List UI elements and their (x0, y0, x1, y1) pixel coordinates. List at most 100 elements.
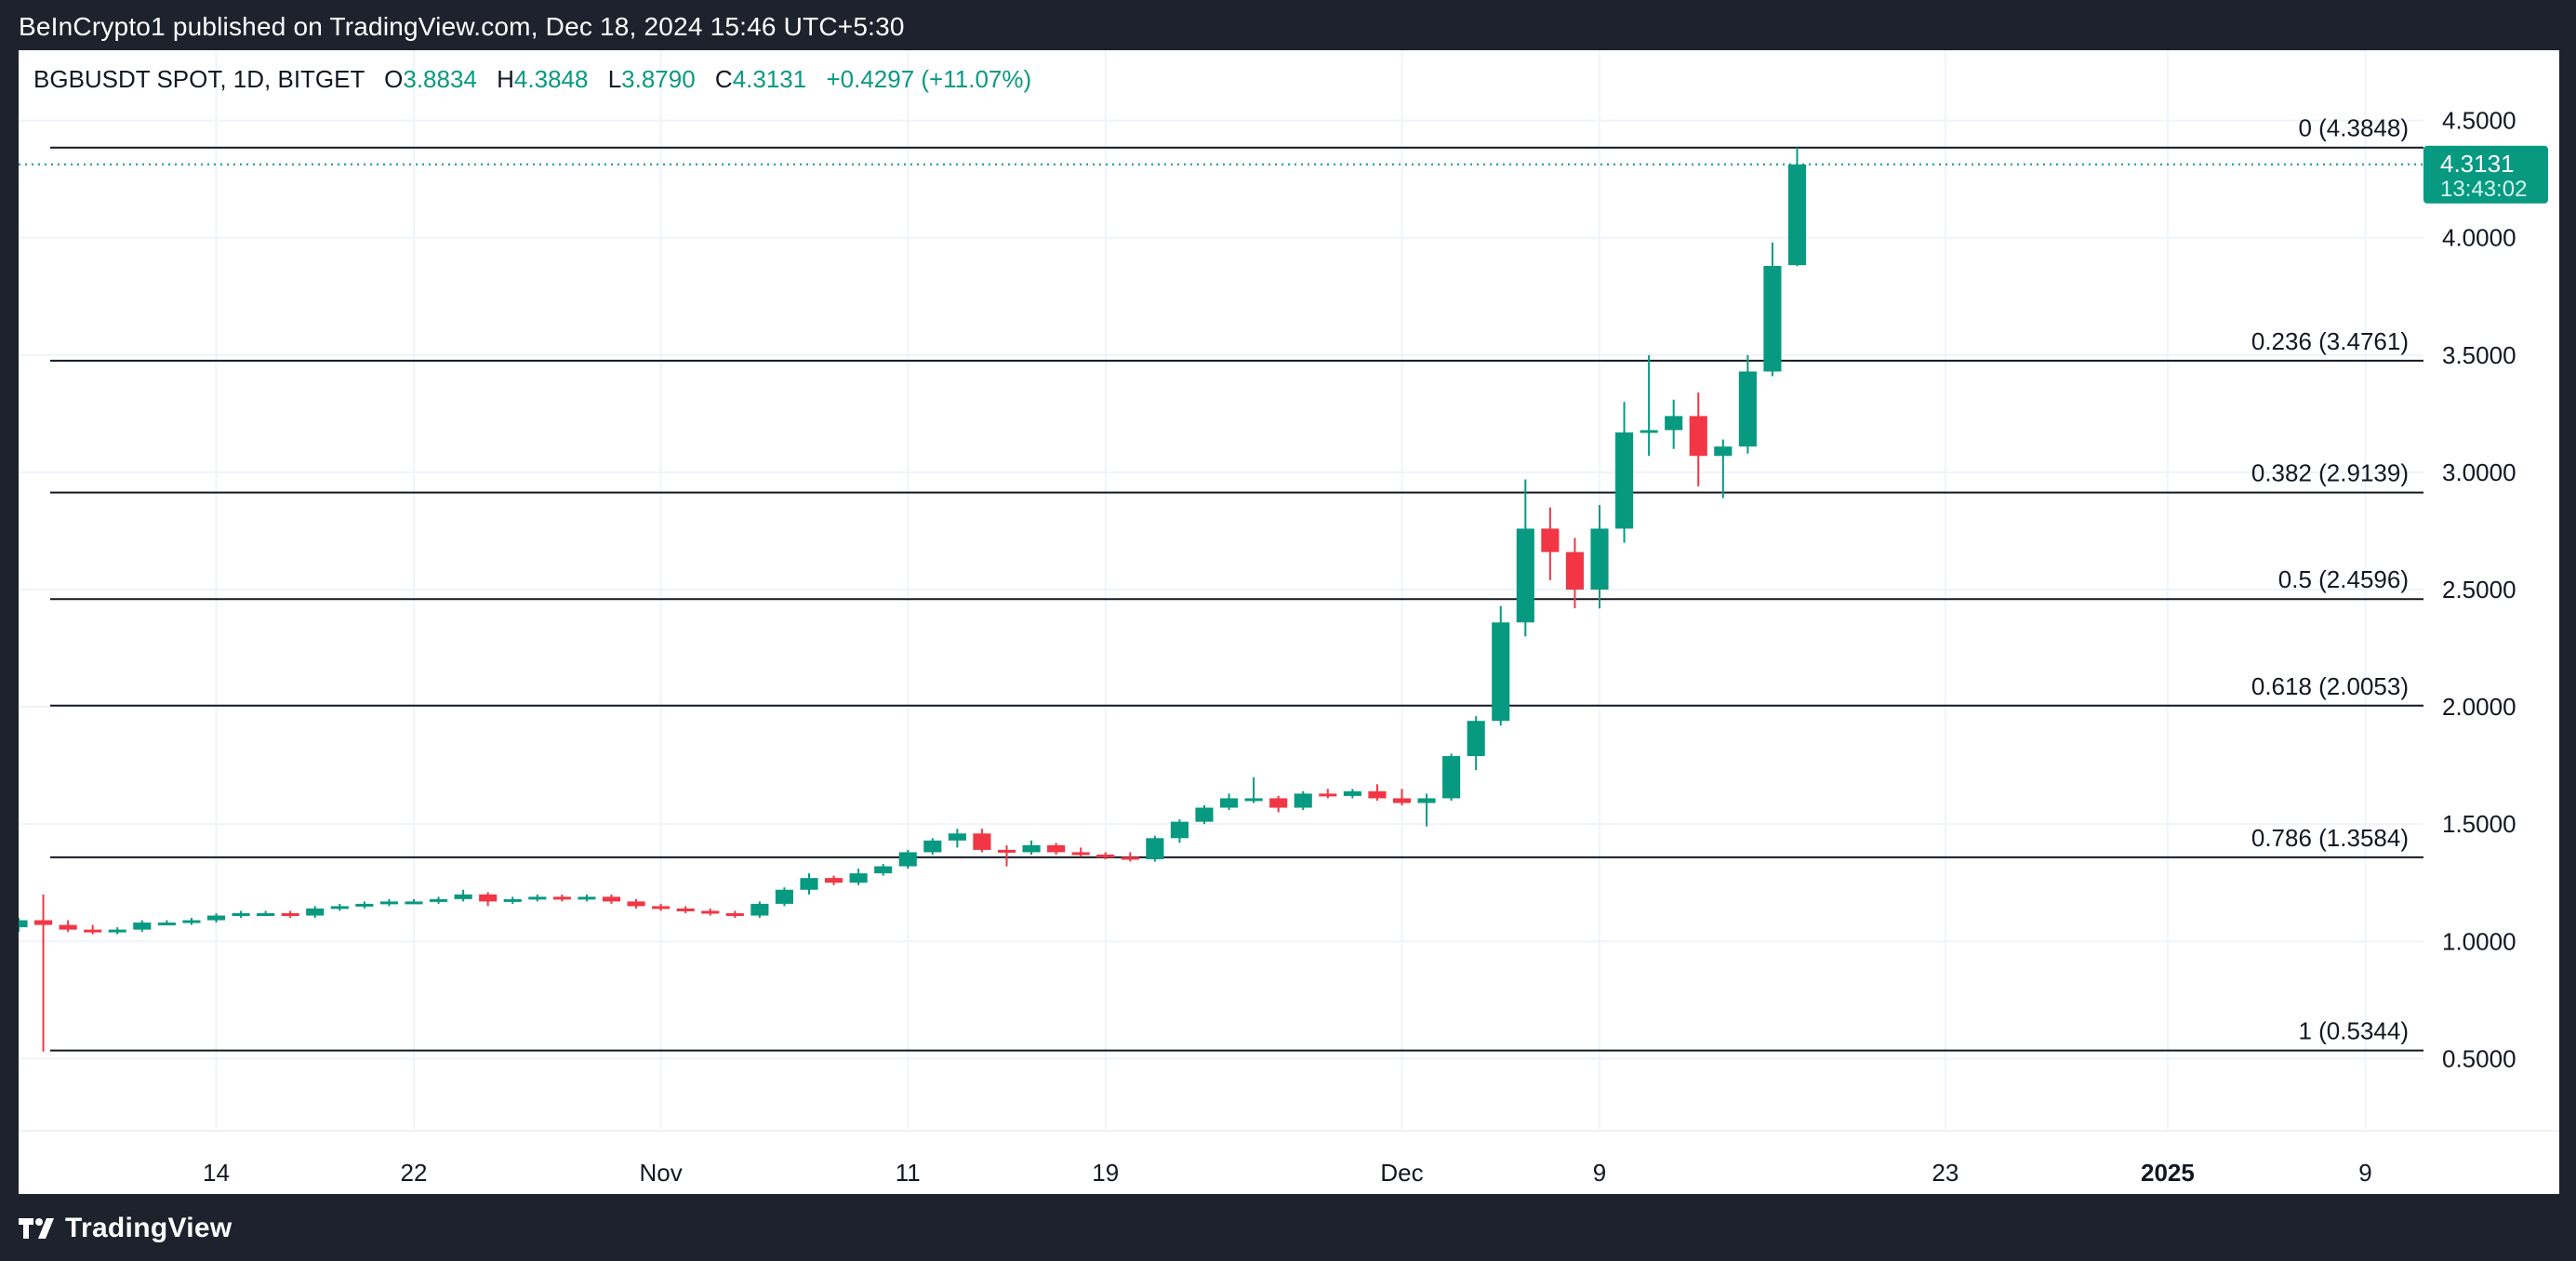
candle-body[interactable] (1590, 528, 1609, 590)
candle-body[interactable] (750, 903, 769, 916)
fib-level-label: 0.236 (3.4761) (2251, 327, 2409, 355)
x-axis-tick-label: 11 (896, 1159, 921, 1187)
x-axis-tick-label: 2025 (2141, 1159, 2195, 1187)
candle-body[interactable] (1442, 756, 1461, 799)
candle-body[interactable] (1467, 721, 1485, 757)
candle-body[interactable] (997, 849, 1016, 853)
candle-body[interactable] (281, 913, 299, 916)
candle-body[interactable] (9, 920, 28, 928)
candle-body[interactable] (923, 840, 942, 853)
candle-body[interactable] (1565, 551, 1584, 590)
candle-body[interactable] (1022, 844, 1041, 853)
candle-body[interactable] (430, 898, 448, 902)
candle-body[interactable] (1417, 798, 1436, 803)
y-axis-tick-label: 2.0000 (2442, 693, 2516, 721)
candle-body[interactable] (503, 898, 522, 902)
candle-body[interactable] (59, 924, 77, 930)
last-price-tag[interactable] (2423, 145, 2548, 204)
candle-body[interactable] (1319, 793, 1337, 797)
y-axis-tick-label: 1.5000 (2442, 810, 2516, 838)
ohlc-legend: BGBUSDT SPOT, 1D, BITGET O3.8834 H4.3848… (33, 65, 1031, 94)
candle-body[interactable] (1665, 416, 1683, 431)
fib-level-label: 0.5 (2.4596) (2278, 565, 2409, 593)
candle-body[interactable] (1714, 446, 1733, 457)
candle-body[interactable] (206, 915, 226, 921)
candle-body[interactable] (108, 929, 126, 933)
candle-body[interactable] (1244, 798, 1263, 802)
candle-body[interactable] (379, 901, 398, 905)
candle-body[interactable] (973, 833, 991, 850)
candle-body[interactable] (1096, 854, 1115, 857)
x-axis-tick-label: 19 (1092, 1159, 1119, 1187)
footer-bar: TradingView (0, 1194, 2576, 1261)
x-axis-tick-label: 23 (1932, 1159, 1959, 1187)
candle-body[interactable] (479, 894, 498, 902)
candle-body[interactable] (1195, 807, 1214, 822)
candle-body[interactable] (1220, 798, 1239, 808)
tradingview-brand-text: TradingView (65, 1213, 232, 1243)
open-label: O (384, 65, 404, 93)
candle-body[interactable] (725, 913, 744, 916)
candle-body[interactable] (578, 896, 596, 900)
candle-body[interactable] (775, 889, 793, 904)
open-value: 3.8834 (403, 65, 477, 93)
price-chart[interactable]: 0 (4.3848) 0.236 (3.4761) 0.382 (2.9139) 0.… (9, 50, 2559, 1194)
candle-body[interactable] (874, 866, 893, 874)
candle-body[interactable] (1615, 432, 1634, 529)
candle-body[interactable] (1047, 844, 1066, 853)
candle-body[interactable] (1787, 164, 1807, 266)
x-axis-tick-label: 14 (203, 1159, 230, 1187)
candle-body[interactable] (701, 910, 720, 914)
candle-body[interactable] (1071, 852, 1090, 856)
candle-body[interactable] (627, 901, 645, 907)
candle-body[interactable] (1541, 528, 1560, 552)
candle-body[interactable] (1343, 790, 1361, 796)
candle-body[interactable] (602, 896, 621, 902)
candle-body[interactable] (157, 923, 176, 926)
candle-body[interactable] (133, 923, 152, 930)
candle-body[interactable] (306, 908, 325, 916)
candle-body[interactable] (1492, 622, 1510, 722)
candle-body[interactable] (257, 913, 275, 916)
candle-body[interactable] (1738, 371, 1757, 447)
y-axis-tick-label: 4.5000 (2442, 107, 2516, 135)
candle-body[interactable] (825, 878, 843, 883)
candle-body[interactable] (1121, 856, 1139, 860)
symbol-label: BGBUSDT SPOT, 1D, BITGET (33, 65, 365, 93)
candle-body[interactable] (652, 906, 671, 909)
x-axis-tick-label: Dec (1380, 1159, 1423, 1187)
candle-body[interactable] (454, 894, 472, 899)
candle-body[interactable] (1294, 793, 1312, 808)
candle-body[interactable] (405, 901, 423, 905)
low-value: 3.8790 (621, 65, 696, 93)
tradingview-logo[interactable]: TradingView (19, 1213, 232, 1244)
y-axis-tick-label: 2.5000 (2442, 576, 2516, 604)
candle-body[interactable] (1763, 266, 1782, 372)
candle-body[interactable] (1146, 838, 1164, 859)
candle-body[interactable] (552, 896, 571, 900)
x-axis-tick-label: Nov (640, 1159, 683, 1187)
candle-body[interactable] (1392, 798, 1412, 803)
candle-body[interactable] (1516, 528, 1534, 623)
candle-body[interactable] (1269, 798, 1288, 808)
y-axis-tick-label: 1.0000 (2442, 927, 2516, 955)
candle-body[interactable] (528, 896, 547, 900)
candle-body[interactable] (800, 878, 818, 890)
candle-body[interactable] (84, 929, 102, 933)
fib-level-label: 0.618 (2.0053) (2251, 672, 2409, 700)
candle-body[interactable] (1170, 821, 1188, 839)
candle-body[interactable] (232, 913, 250, 916)
candle-body[interactable] (34, 920, 53, 925)
candle-body[interactable] (1689, 416, 1707, 457)
candle-body[interactable] (355, 903, 374, 907)
candle-body[interactable] (849, 873, 868, 883)
candle-body[interactable] (676, 908, 695, 911)
candle-body[interactable] (898, 852, 917, 867)
candle-body[interactable] (1640, 430, 1658, 433)
candle-body[interactable] (182, 920, 201, 923)
chart-area[interactable]: 0 (4.3848) 0.236 (3.4761) 0.382 (2.9139) 0.… (9, 50, 2559, 1194)
y-axis-tick-label: 4.0000 (2442, 224, 2516, 252)
candle-body[interactable] (330, 906, 349, 909)
candle-body[interactable] (948, 833, 966, 841)
candle-body[interactable] (1368, 790, 1387, 799)
